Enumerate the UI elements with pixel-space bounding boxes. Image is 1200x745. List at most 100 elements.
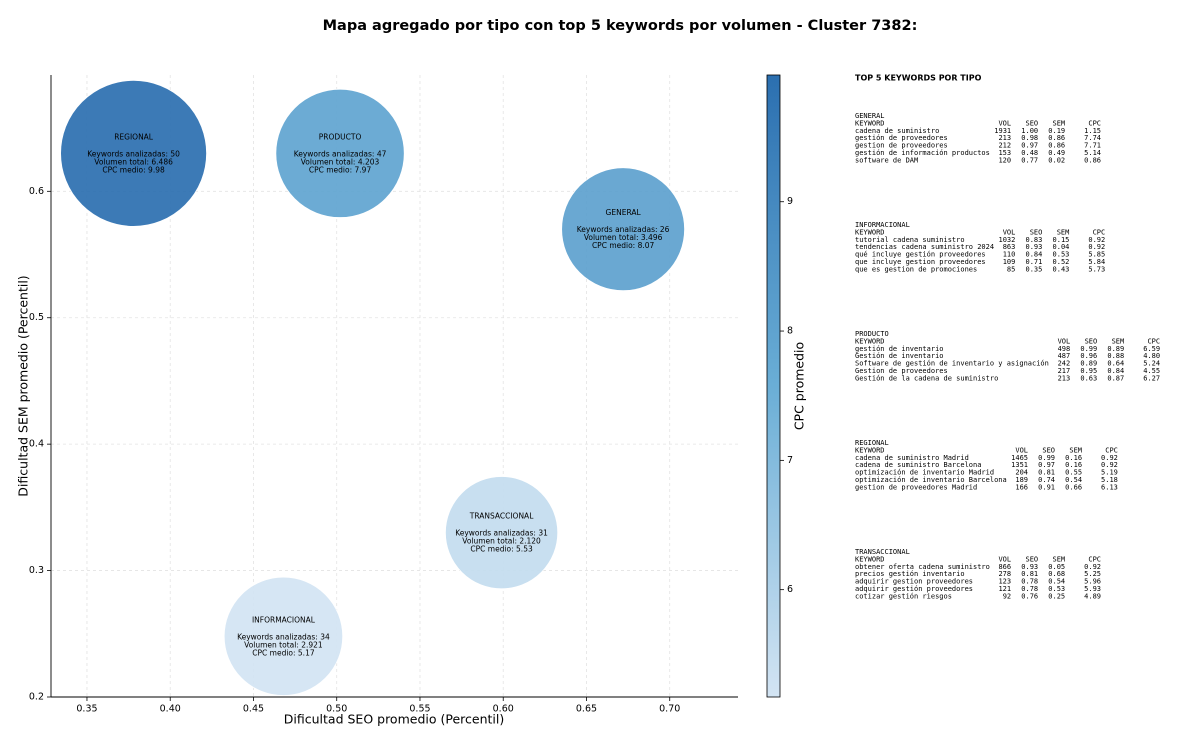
table-header: SEM <box>1112 337 1125 345</box>
table-cell: adquirir gestión proveedores <box>855 585 973 593</box>
table-cell: 0.98 <box>1021 134 1038 142</box>
table-cell: 0.87 <box>1107 374 1124 382</box>
table-header: KEYWORD <box>855 446 885 454</box>
table-cell: cadena de suministro <box>855 127 939 135</box>
table-header: SEO <box>1085 337 1098 345</box>
table-cell: 0.66 <box>1065 483 1082 491</box>
x-tick-label: 0.55 <box>409 704 430 715</box>
table-cell: 212 <box>998 142 1011 150</box>
table-cell: 5.85 <box>1088 251 1105 259</box>
bubble <box>223 576 344 696</box>
table-cell: 0.15 <box>1053 236 1070 244</box>
y-tick-label: 0.5 <box>29 312 44 323</box>
table-cell: cotizar gestión riesgos <box>855 592 952 600</box>
table-cell: 5.73 <box>1088 265 1105 273</box>
bubble <box>60 79 207 227</box>
table-cell: 0.53 <box>1048 585 1065 593</box>
table-header: CPC <box>1105 446 1118 454</box>
table-cell: 0.92 <box>1101 461 1118 469</box>
table-header: SEO <box>1042 446 1055 454</box>
bubble-label: Volumen total: 4.203 <box>301 157 380 166</box>
table-cell: 866 <box>998 563 1011 571</box>
table-cell: Software de gestión de inventario y asig… <box>855 360 1049 368</box>
table-cell: 0.77 <box>1021 156 1038 164</box>
table-header: VOL <box>1058 337 1071 345</box>
colorbar-label: CPC promedio <box>792 342 807 430</box>
table-cell: 0.54 <box>1065 476 1082 484</box>
bubble <box>561 167 685 292</box>
table-header: VOL <box>1003 228 1016 236</box>
bubble-label: INFORMACIONAL <box>252 615 316 624</box>
table-cell: 4.89 <box>1084 592 1101 600</box>
table-cell: 1032 <box>999 236 1016 244</box>
colorbar-tick-label: 8 <box>787 326 793 337</box>
table-cell: 0.02 <box>1048 156 1065 164</box>
table-cell: tutorial cadena suministro <box>855 236 965 244</box>
table-header: CPC <box>1088 119 1101 127</box>
table-cell: 0.48 <box>1021 149 1038 157</box>
table-cell: 0.04 <box>1053 243 1070 251</box>
table-header: SEM <box>1057 228 1070 236</box>
table-cell: 0.92 <box>1088 243 1105 251</box>
table-cell: 0.84 <box>1107 367 1124 375</box>
bubble-label: Keywords analizadas: 34 <box>237 632 330 641</box>
table-header: VOL <box>998 555 1011 563</box>
table-cell: 0.78 <box>1021 578 1038 586</box>
table-cell: precios gestión inventario <box>855 570 965 578</box>
table-header: KEYWORD <box>855 119 885 127</box>
bubble-label: CPC medio: 9.98 <box>102 165 165 174</box>
table-cell: 863 <box>1003 243 1016 251</box>
bubble <box>444 476 559 590</box>
bubble-label: Volumen total: 2.921 <box>244 640 323 649</box>
table-cell: 213 <box>998 134 1011 142</box>
table-cell: 204 <box>1015 469 1028 477</box>
table-cell: 0.86 <box>1084 156 1101 164</box>
table-cell: 109 <box>1003 258 1016 266</box>
table-cell: 5.25 <box>1084 570 1101 578</box>
bubble-label: Keywords analizadas: 26 <box>577 225 670 234</box>
section-name: TRANSACCIONAL <box>855 548 910 556</box>
table-cell: 242 <box>1058 360 1071 368</box>
table-cell: 0.99 <box>1038 454 1055 462</box>
table-cell: 213 <box>1058 374 1071 382</box>
table-cell: 0.92 <box>1084 563 1101 571</box>
x-tick-label: 0.65 <box>576 704 597 715</box>
table-cell: 0.68 <box>1048 570 1065 578</box>
table-header: CPC <box>1093 228 1106 236</box>
table-cell: 5.93 <box>1084 585 1101 593</box>
table-header: KEYWORD <box>855 228 885 236</box>
bubble <box>275 88 405 218</box>
table-cell: 1.00 <box>1021 127 1038 135</box>
table-cell: 0.97 <box>1021 142 1038 150</box>
table-cell: 278 <box>998 570 1011 578</box>
table-header: VOL <box>998 119 1011 127</box>
bubble-label: CPC medio: 8.07 <box>592 241 655 250</box>
y-tick-label: 0.4 <box>29 439 44 450</box>
table-cell: tendencias cadena suministro 2024 <box>855 243 994 251</box>
table-cell: 0.35 <box>1026 265 1043 273</box>
table-cell: 5.84 <box>1088 258 1105 266</box>
table-cell: 6.59 <box>1143 345 1160 353</box>
panel-title: TOP 5 KEYWORDS POR TIPO <box>855 74 982 83</box>
table-cell: 0.52 <box>1053 258 1070 266</box>
table-header: SEO <box>1030 228 1043 236</box>
x-tick-label: 0.70 <box>659 704 680 715</box>
x-tick-label: 0.45 <box>243 704 264 715</box>
x-tick-label: 0.40 <box>160 704 181 715</box>
table-cell: 0.76 <box>1021 592 1038 600</box>
table-cell: 0.92 <box>1101 454 1118 462</box>
table-cell: Gestion de proveedores <box>855 367 948 375</box>
bubble-label: CPC medio: 5.53 <box>470 545 533 554</box>
table-cell: 1931 <box>994 127 1011 135</box>
table-cell: 6.27 <box>1143 374 1160 382</box>
table-header: SEO <box>1025 119 1038 127</box>
table-cell: 85 <box>1007 265 1015 273</box>
table-cell: gestión de proveedores <box>855 134 948 142</box>
table-cell: 0.89 <box>1107 345 1124 353</box>
table-cell: obtener oferta cadena suministro <box>855 563 990 571</box>
table-cell: 0.92 <box>1088 236 1105 244</box>
table-cell: Gestión de inventario <box>855 352 944 360</box>
section-name: PRODUCTO <box>855 330 889 338</box>
table-cell: 0.86 <box>1048 142 1065 150</box>
